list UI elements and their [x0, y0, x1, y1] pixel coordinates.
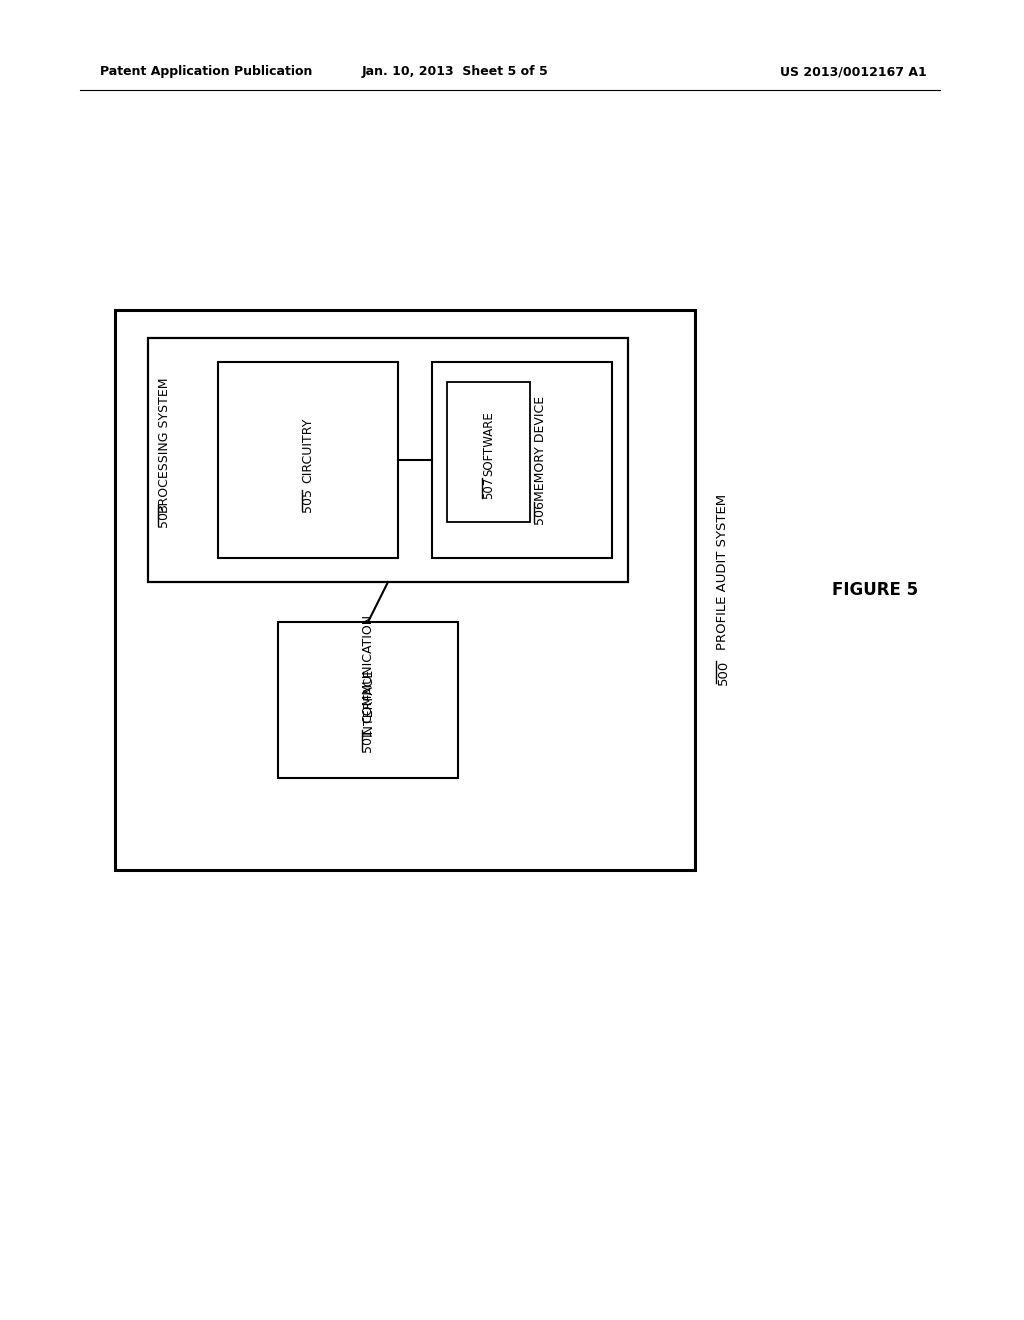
Text: 501: 501	[361, 729, 375, 752]
Text: 507: 507	[482, 477, 495, 499]
Text: Patent Application Publication: Patent Application Publication	[100, 66, 312, 78]
Text: FIGURE 5: FIGURE 5	[831, 581, 919, 599]
Bar	[115, 310, 695, 870]
Text: PROFILE AUDIT SYSTEM: PROFILE AUDIT SYSTEM	[717, 494, 729, 649]
Bar	[432, 362, 612, 558]
Text: 505: 505	[301, 488, 314, 512]
Bar	[278, 622, 458, 777]
Text: SOFTWARE: SOFTWARE	[482, 412, 495, 477]
Text: INTERFACE: INTERFACE	[361, 668, 375, 737]
Text: 506: 506	[534, 500, 547, 524]
Text: 500: 500	[717, 660, 729, 685]
Text: MEMORY DEVICE: MEMORY DEVICE	[534, 396, 547, 500]
Text: US 2013/0012167 A1: US 2013/0012167 A1	[780, 66, 927, 78]
Text: PROCESSING SYSTEM: PROCESSING SYSTEM	[158, 378, 171, 512]
Bar	[447, 381, 530, 521]
Text: CIRCUITRY: CIRCUITRY	[301, 417, 314, 483]
Bar	[218, 362, 398, 558]
Text: Jan. 10, 2013  Sheet 5 of 5: Jan. 10, 2013 Sheet 5 of 5	[361, 66, 549, 78]
Bar	[148, 338, 628, 582]
Text: COMMUNICATION: COMMUNICATION	[361, 614, 375, 722]
Text: 503: 503	[158, 503, 171, 527]
